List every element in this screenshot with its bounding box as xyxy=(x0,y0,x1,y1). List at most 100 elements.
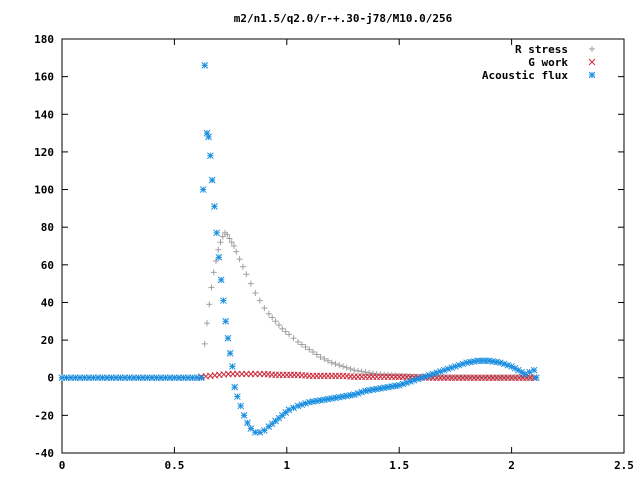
data-point xyxy=(295,338,302,345)
plot-frame xyxy=(61,38,625,454)
x-tick-label: 1.5 xyxy=(389,459,409,472)
y-tick-label: 180 xyxy=(34,33,54,46)
legend-marker xyxy=(588,71,596,79)
data-point xyxy=(336,362,343,369)
legend-label: R stress xyxy=(515,43,568,56)
data-point xyxy=(230,243,237,249)
data-point xyxy=(351,367,358,374)
data-point xyxy=(290,335,297,342)
legend-label: G work xyxy=(528,56,568,69)
data-point xyxy=(231,383,238,391)
x-tick-label: 2 xyxy=(508,459,515,472)
data-point xyxy=(317,354,324,361)
data-point xyxy=(206,301,213,308)
data-point xyxy=(207,152,214,160)
data-point xyxy=(198,374,205,382)
data-point xyxy=(414,375,422,383)
data-point xyxy=(256,297,263,304)
data-point xyxy=(226,349,234,357)
data-point xyxy=(395,381,403,389)
data-point xyxy=(339,393,347,400)
data-point xyxy=(239,263,246,270)
data-point xyxy=(233,248,240,255)
data-point xyxy=(224,231,231,238)
y-tick-label: 20 xyxy=(41,334,54,347)
data-point xyxy=(324,395,332,403)
data-point xyxy=(219,233,226,240)
data-point xyxy=(217,276,225,284)
data-point xyxy=(272,318,279,325)
chart-title: m2/n1.5/q2.0/r-+.30-j78/M10.0/256 xyxy=(234,12,453,25)
data-point xyxy=(199,186,207,193)
data-point xyxy=(203,320,210,327)
y-tick-label: 160 xyxy=(34,71,54,84)
y-tick-label: 80 xyxy=(41,221,54,234)
data-point xyxy=(213,229,221,237)
data-point xyxy=(306,346,313,353)
data-point xyxy=(205,133,212,141)
y-tick-label: 140 xyxy=(34,108,54,121)
data-point xyxy=(530,366,538,374)
series-acoustic-flux xyxy=(58,61,540,436)
data-point xyxy=(282,328,289,335)
data-point xyxy=(325,357,332,364)
data-point xyxy=(229,363,236,370)
data-point xyxy=(328,359,335,366)
data-point xyxy=(260,427,268,434)
data-point xyxy=(358,388,366,396)
data-point xyxy=(403,379,411,387)
data-point xyxy=(467,358,474,366)
data-point xyxy=(226,235,233,242)
data-point xyxy=(217,239,224,246)
data-point xyxy=(321,355,328,362)
data-point xyxy=(286,331,293,338)
legend-label: Acoustic flux xyxy=(482,69,568,82)
data-point xyxy=(279,325,286,332)
data-point xyxy=(252,290,259,297)
data-point xyxy=(220,297,227,304)
data-point xyxy=(208,284,215,291)
y-tick-label: 120 xyxy=(34,146,54,159)
y-tick-label: 100 xyxy=(34,184,54,197)
data-point xyxy=(448,364,456,372)
data-point xyxy=(369,370,376,377)
data-point xyxy=(201,340,208,347)
data-point xyxy=(233,393,241,400)
y-tick-label: 60 xyxy=(41,259,54,272)
data-point xyxy=(237,402,245,410)
data-point xyxy=(425,371,433,379)
data-point xyxy=(243,271,250,278)
legend-marker xyxy=(589,46,595,52)
y-tick-label: 0 xyxy=(47,372,54,385)
data-point xyxy=(350,391,358,399)
data-point xyxy=(208,176,216,184)
data-point xyxy=(261,305,268,312)
series-g-work xyxy=(198,370,538,382)
data-point xyxy=(224,334,232,342)
y-tick-label: 40 xyxy=(41,296,54,309)
data-point xyxy=(332,360,339,367)
series-r-stress xyxy=(59,229,538,381)
data-point xyxy=(343,364,350,371)
data-point xyxy=(354,367,361,374)
data-point xyxy=(354,390,362,397)
data-point xyxy=(247,425,255,432)
x-tick-label: 0.5 xyxy=(164,459,184,472)
data-point xyxy=(228,239,235,246)
data-point xyxy=(380,384,388,392)
data-point xyxy=(201,61,209,69)
data-point xyxy=(211,203,218,210)
data-point xyxy=(358,368,365,375)
x-tick-label: 0 xyxy=(59,459,66,472)
legend-marker xyxy=(588,58,596,66)
y-tick-label: -40 xyxy=(34,447,54,460)
data-point xyxy=(222,317,230,325)
data-point xyxy=(532,374,540,382)
data-point xyxy=(215,253,223,261)
data-point xyxy=(212,258,219,265)
data-point xyxy=(269,314,276,321)
data-point xyxy=(247,280,254,287)
y-tick-label: -20 xyxy=(34,409,54,422)
data-point xyxy=(313,351,320,358)
